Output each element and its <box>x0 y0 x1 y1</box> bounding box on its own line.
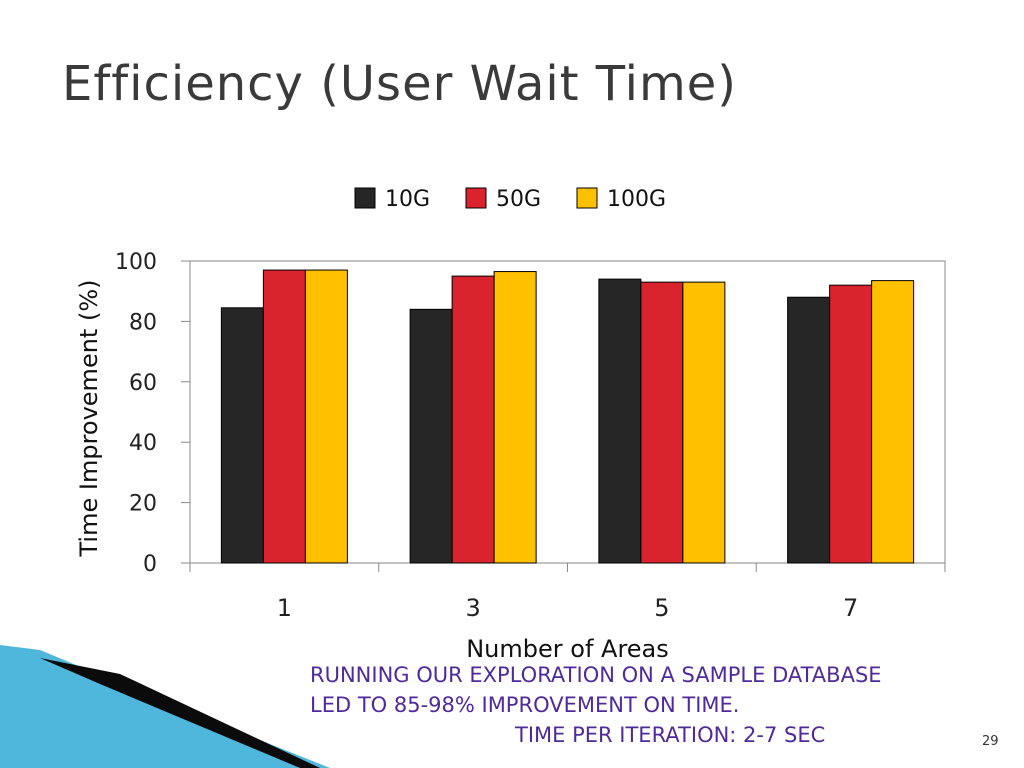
y-tick-label: 80 <box>129 310 157 335</box>
bar-100g-3 <box>493 271 537 564</box>
swoosh-black-stroke <box>40 658 320 768</box>
bar-10g-1 <box>220 307 264 564</box>
legend-swatch-100g <box>576 187 598 209</box>
slide-caption: Running our exploration on a sample data… <box>310 660 882 750</box>
x-axis-label: Number of Areas <box>466 635 669 663</box>
y-tick-label: 0 <box>143 552 157 577</box>
caption-line-3: Time per iteration: 2-7 sec <box>515 723 826 747</box>
caption-line-2: led to 85-98% improvement on time. <box>310 693 740 717</box>
y-tick-label: 60 <box>129 371 157 396</box>
page-number: 29 <box>982 734 999 749</box>
y-tick-label: 20 <box>129 492 157 517</box>
x-tick-label: 7 <box>843 594 858 622</box>
bar-100g-7 <box>871 280 915 564</box>
bar-10g-5 <box>598 278 642 564</box>
y-tick-label: 40 <box>129 431 157 456</box>
bar-10g-3 <box>409 308 453 564</box>
bar-50g-1 <box>262 269 306 564</box>
bar-10g-7 <box>787 296 831 564</box>
x-tick-label: 3 <box>465 594 480 622</box>
legend-label-10g: 10G <box>385 187 430 212</box>
legend-label-100g: 100G <box>607 187 666 212</box>
legend-label-50g: 50G <box>496 187 541 212</box>
x-tick-label: 5 <box>654 594 669 622</box>
bar-100g-1 <box>304 269 348 564</box>
bar-50g-3 <box>451 275 495 564</box>
caption-line-1: Running our exploration on a sample data… <box>310 663 882 687</box>
legend-swatch-50g <box>465 187 487 209</box>
bar-50g-7 <box>829 284 873 564</box>
bar-50g-5 <box>640 281 684 564</box>
legend-swatch-10g <box>354 187 376 209</box>
y-axis-label: Time Improvement (%) <box>75 280 103 558</box>
x-tick-label: 1 <box>277 594 292 622</box>
slide-title: Efficiency (User Wait Time) <box>62 56 737 112</box>
bar-100g-5 <box>682 281 726 564</box>
y-tick-label: 100 <box>115 250 157 275</box>
